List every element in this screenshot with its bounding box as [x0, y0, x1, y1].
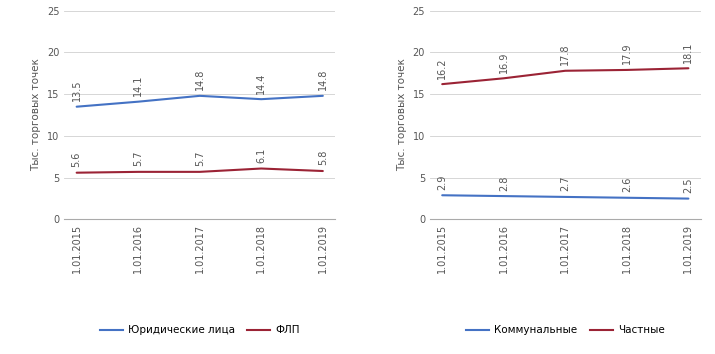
Text: 5.7: 5.7 [133, 151, 143, 166]
Text: 16.9: 16.9 [499, 51, 509, 73]
Text: 16.2: 16.2 [437, 57, 447, 79]
Text: 14.8: 14.8 [194, 69, 204, 90]
Text: 18.1: 18.1 [684, 41, 694, 63]
Legend: Юридические лица, ФЛП: Юридические лица, ФЛП [95, 321, 304, 339]
Text: 2.5: 2.5 [684, 178, 694, 193]
Text: 14.8: 14.8 [318, 69, 328, 90]
Text: 13.5: 13.5 [72, 80, 82, 101]
Text: 17.9: 17.9 [622, 43, 632, 64]
Text: 14.4: 14.4 [256, 72, 266, 93]
Text: 6.1: 6.1 [256, 148, 266, 163]
Text: 5.7: 5.7 [194, 151, 204, 166]
Y-axis label: Тыс. торговых точек: Тыс. торговых точек [397, 59, 407, 171]
Text: 2.9: 2.9 [437, 174, 447, 190]
Text: 5.8: 5.8 [318, 150, 328, 165]
Text: 2.8: 2.8 [499, 175, 509, 190]
Text: 2.7: 2.7 [561, 176, 571, 192]
Text: 2.6: 2.6 [622, 177, 632, 192]
Text: 5.6: 5.6 [72, 152, 82, 167]
Y-axis label: Тыс. торговых точек: Тыс. торговых точек [31, 59, 41, 171]
Text: 17.8: 17.8 [561, 44, 571, 65]
Text: 14.1: 14.1 [133, 75, 143, 96]
Legend: Коммунальные, Частные: Коммунальные, Частные [462, 321, 669, 339]
